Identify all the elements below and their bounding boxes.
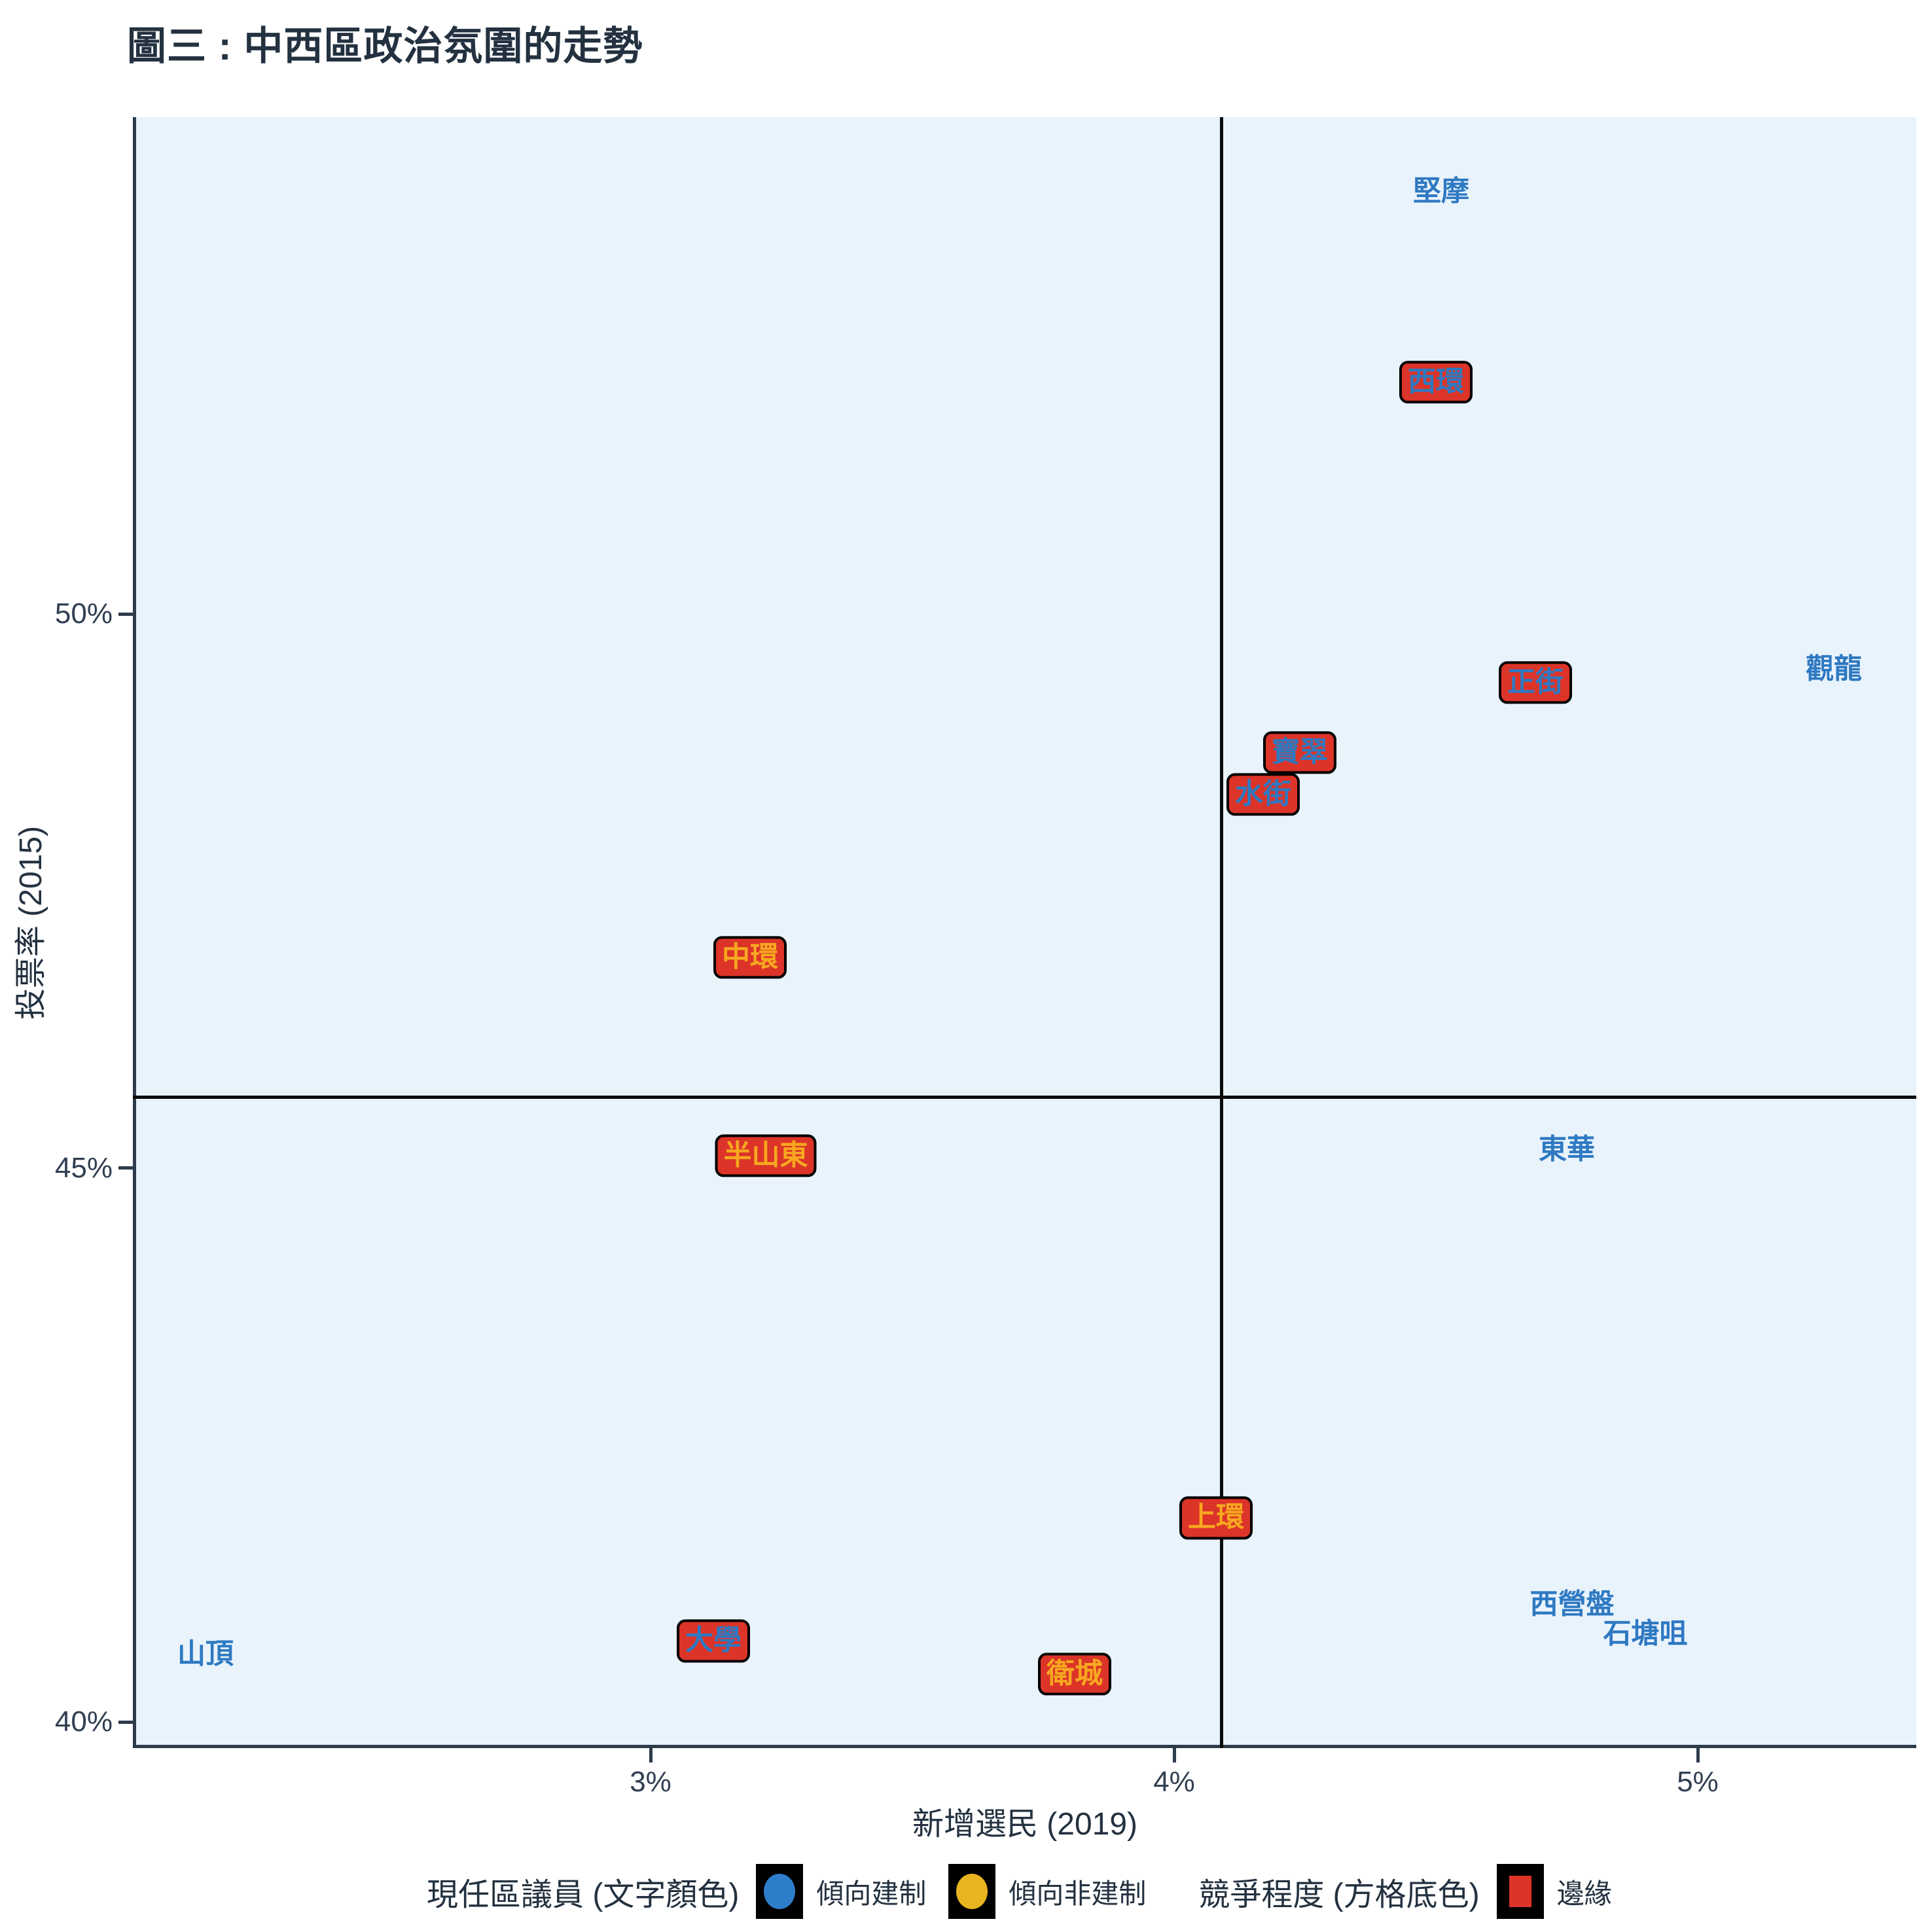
legend-label-marginal: 邊緣: [1556, 1878, 1612, 1909]
legend-key-non-establishment: [948, 1864, 996, 1919]
district-point: 山頂: [177, 1638, 234, 1670]
district-point: 堅摩: [1413, 175, 1469, 207]
district-point: 上環: [1179, 1496, 1253, 1540]
yellow-circle-icon: [956, 1874, 988, 1909]
x-tick-label: 5%: [1677, 1766, 1719, 1798]
chart-title: 圖三 : 中西區政治氛圍的走勢: [127, 24, 643, 68]
legend-label-pro-establishment: 傾向建制: [816, 1878, 927, 1909]
district-point: 石塘咀: [1603, 1618, 1688, 1650]
district-point: 觀龍: [1806, 653, 1862, 685]
district-point: 寶翠: [1263, 731, 1336, 774]
vertical-reference-line: [1219, 117, 1223, 1748]
x-tick-mark: [1696, 1748, 1700, 1762]
x-tick-mark: [649, 1748, 653, 1762]
y-tick-mark: [118, 1166, 133, 1170]
legend: 現任區議員 (文字顏色) 傾向建制 傾向非建制 競爭程度 (方格底色) 邊緣: [427, 1864, 1634, 1919]
plot-area: [133, 117, 1916, 1748]
district-point: 大學: [677, 1619, 750, 1662]
x-tick-label: 3%: [630, 1766, 671, 1798]
y-tick-mark: [118, 1720, 133, 1724]
district-point: 半山東: [715, 1134, 817, 1177]
x-axis-title: 新增選民 (2019): [912, 1807, 1138, 1842]
legend-competition-title: 競爭程度 (方格底色): [1198, 1878, 1480, 1912]
district-point: 水街: [1226, 773, 1300, 816]
district-point: 東華: [1539, 1134, 1595, 1166]
legend-key-marginal: [1496, 1864, 1544, 1919]
blue-circle-icon: [764, 1874, 796, 1909]
legend-key-pro-establishment: [756, 1864, 804, 1919]
horizontal-reference-line: [133, 1095, 1916, 1099]
y-axis-title: 投票率 (2015): [14, 825, 48, 1020]
legend-label-non-establishment: 傾向非建制: [1009, 1878, 1147, 1909]
district-point: 衛城: [1038, 1653, 1111, 1696]
x-tick-mark: [1172, 1748, 1176, 1762]
y-tick-mark: [118, 612, 133, 616]
y-tick-label: 45%: [54, 1151, 113, 1184]
y-tick-label: 50%: [54, 598, 113, 630]
x-tick-label: 4%: [1153, 1766, 1195, 1798]
y-tick-label: 40%: [54, 1706, 113, 1738]
district-point: 西營盤: [1530, 1588, 1615, 1620]
red-square-icon: [1509, 1876, 1531, 1907]
district-point: 正街: [1499, 661, 1572, 704]
legend-incumbent-title: 現任區議員 (文字顏色): [427, 1878, 740, 1912]
district-point: 西環: [1399, 361, 1473, 404]
district-point: 中環: [713, 936, 787, 979]
